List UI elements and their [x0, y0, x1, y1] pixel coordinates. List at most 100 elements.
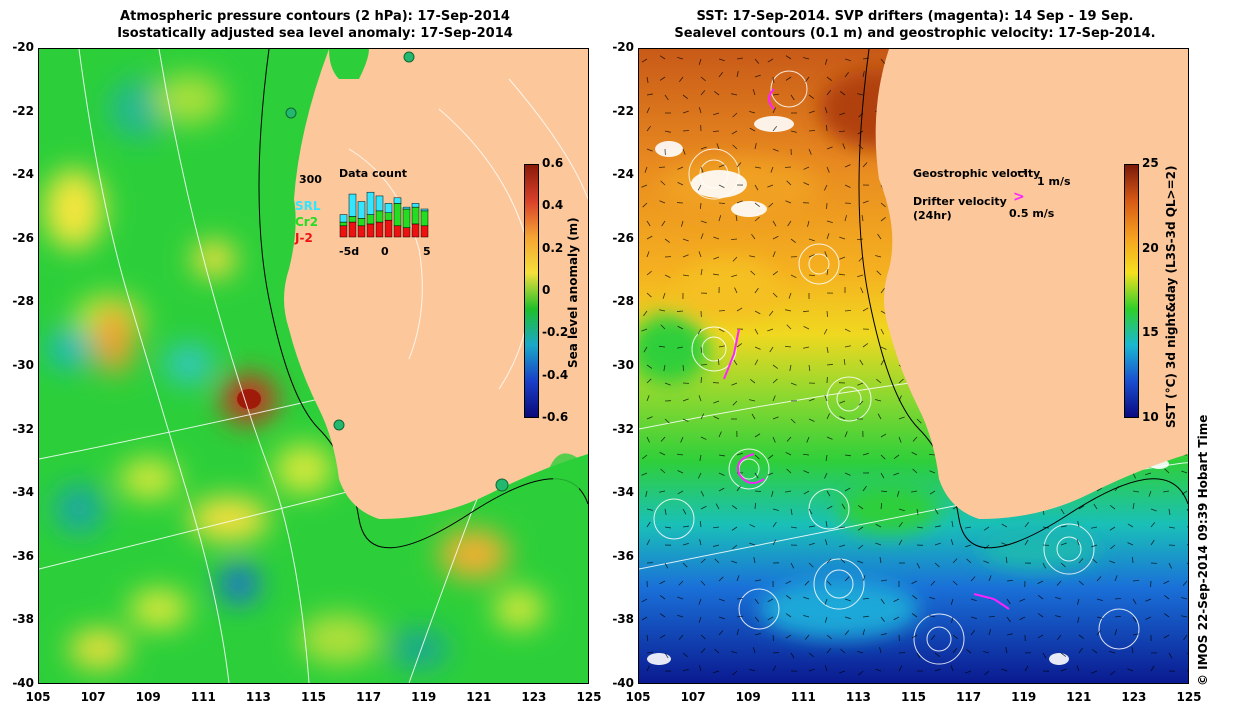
velocity-arrow — [1060, 562, 1066, 568]
velocity-arrow — [641, 328, 648, 332]
velocity-arrow — [786, 180, 792, 186]
velocity-arrow — [1114, 598, 1122, 600]
velocity-arrow — [658, 166, 666, 168]
velocity-arrow — [1132, 598, 1137, 605]
velocity-arrow — [641, 616, 648, 621]
velocity-arrow — [752, 89, 756, 96]
velocity-arrow — [826, 166, 830, 173]
velocity-arrow — [911, 451, 918, 456]
velocity-arrow — [875, 399, 882, 402]
velocity-arrow — [1006, 633, 1013, 636]
velocity-arrow — [772, 634, 775, 642]
velocity-arrow — [736, 57, 743, 60]
velocity-arrow — [698, 395, 702, 402]
velocity-arrow — [880, 202, 886, 208]
velocity-arrow — [930, 580, 936, 586]
velocity-arrow — [807, 220, 810, 227]
velocity-arrow — [1109, 560, 1116, 564]
velocity-arrow — [912, 436, 918, 442]
x-tick-label-left: 117 — [356, 690, 382, 704]
velocity-arrow — [646, 539, 651, 546]
velocity-arrow — [983, 650, 990, 654]
data-count-bar — [339, 214, 348, 223]
velocity-arrow — [772, 93, 779, 96]
velocity-arrow — [790, 526, 797, 529]
velocity-arrow — [826, 558, 832, 564]
colorbar-tick-label: -0.4 — [542, 367, 569, 382]
velocity-arrow — [677, 182, 684, 186]
velocity-arrow — [803, 57, 810, 60]
velocity-arrow — [772, 539, 777, 546]
geo-velocity-scale: 1 m/s — [1037, 175, 1071, 188]
y-tick-label-left: -36 — [12, 548, 34, 563]
velocity-arrow — [844, 472, 851, 476]
velocity-arrow — [677, 346, 684, 349]
velocity-arrow — [682, 508, 687, 515]
velocity-arrow — [664, 526, 671, 529]
data-count-ymax: 300 — [299, 173, 322, 186]
velocity-arrow — [660, 180, 666, 186]
velocity-arrow — [952, 558, 958, 564]
velocity-arrow — [1132, 580, 1140, 582]
velocity-arrow — [713, 400, 720, 404]
velocity-arrow — [824, 616, 828, 623]
x-tick-label-left: 109 — [135, 690, 161, 704]
velocity-arrow — [844, 431, 848, 438]
velocity-arrow — [660, 324, 666, 330]
velocity-arrow — [790, 130, 797, 133]
data-count-bar — [402, 208, 411, 228]
velocity-arrow — [1186, 526, 1188, 528]
velocity-arrow — [934, 525, 941, 528]
velocity-arrow — [643, 346, 648, 353]
velocity-arrow — [768, 310, 774, 316]
geo-velocity-arrow-icon: → — [1017, 165, 1028, 180]
velocity-arrow — [808, 668, 815, 672]
velocity-arrow — [880, 433, 887, 438]
velocity-arrow — [808, 418, 815, 422]
velocity-arrow — [716, 143, 720, 150]
x-tick-label-left: 105 — [25, 690, 51, 704]
velocity-arrow — [713, 236, 720, 240]
velocity-arrow — [1019, 598, 1026, 602]
velocity-arrow — [911, 580, 918, 585]
velocity-arrow — [966, 648, 972, 654]
velocity-arrow — [880, 58, 886, 64]
velocity-arrow — [857, 526, 864, 531]
velocity-arrow — [1055, 615, 1062, 618]
x-tick-label-right: 119 — [1011, 690, 1037, 704]
velocity-arrow — [826, 233, 830, 240]
velocity-arrow — [952, 634, 958, 640]
velocity-arrow — [646, 292, 652, 298]
velocity-arrow — [754, 632, 761, 636]
velocity-arrow — [804, 580, 810, 586]
velocity-arrow — [862, 307, 869, 312]
velocity-arrow — [646, 508, 653, 511]
velocity-arrow — [1145, 616, 1152, 620]
velocity-arrow — [644, 166, 648, 173]
y-tick-label-right: -34 — [612, 485, 634, 500]
velocity-arrow — [677, 596, 684, 600]
velocity-arrow — [840, 558, 846, 564]
velocity-arrow — [916, 508, 919, 515]
velocity-arrow — [788, 292, 792, 299]
velocity-arrow — [880, 490, 888, 493]
velocity-arrow — [952, 648, 958, 654]
velocity-arrow — [1006, 616, 1011, 623]
velocity-arrow — [713, 416, 720, 420]
data-count-bar — [384, 212, 393, 221]
velocity-arrow — [862, 200, 869, 204]
velocity-arrow — [786, 468, 792, 474]
velocity-arrow — [749, 127, 756, 132]
velocity-arrow — [934, 668, 941, 672]
velocity-arrow — [862, 629, 865, 636]
velocity-arrow — [718, 72, 724, 78]
velocity-arrow — [824, 665, 828, 672]
velocity-arrow — [677, 325, 684, 330]
velocity-arrow — [641, 58, 648, 63]
velocity-arrow — [753, 557, 756, 564]
velocity-arrow — [1096, 598, 1103, 602]
velocity-arrow — [862, 162, 868, 168]
velocity-arrow — [749, 255, 756, 258]
velocity-arrow — [1145, 472, 1152, 476]
velocity-arrow — [731, 382, 738, 386]
